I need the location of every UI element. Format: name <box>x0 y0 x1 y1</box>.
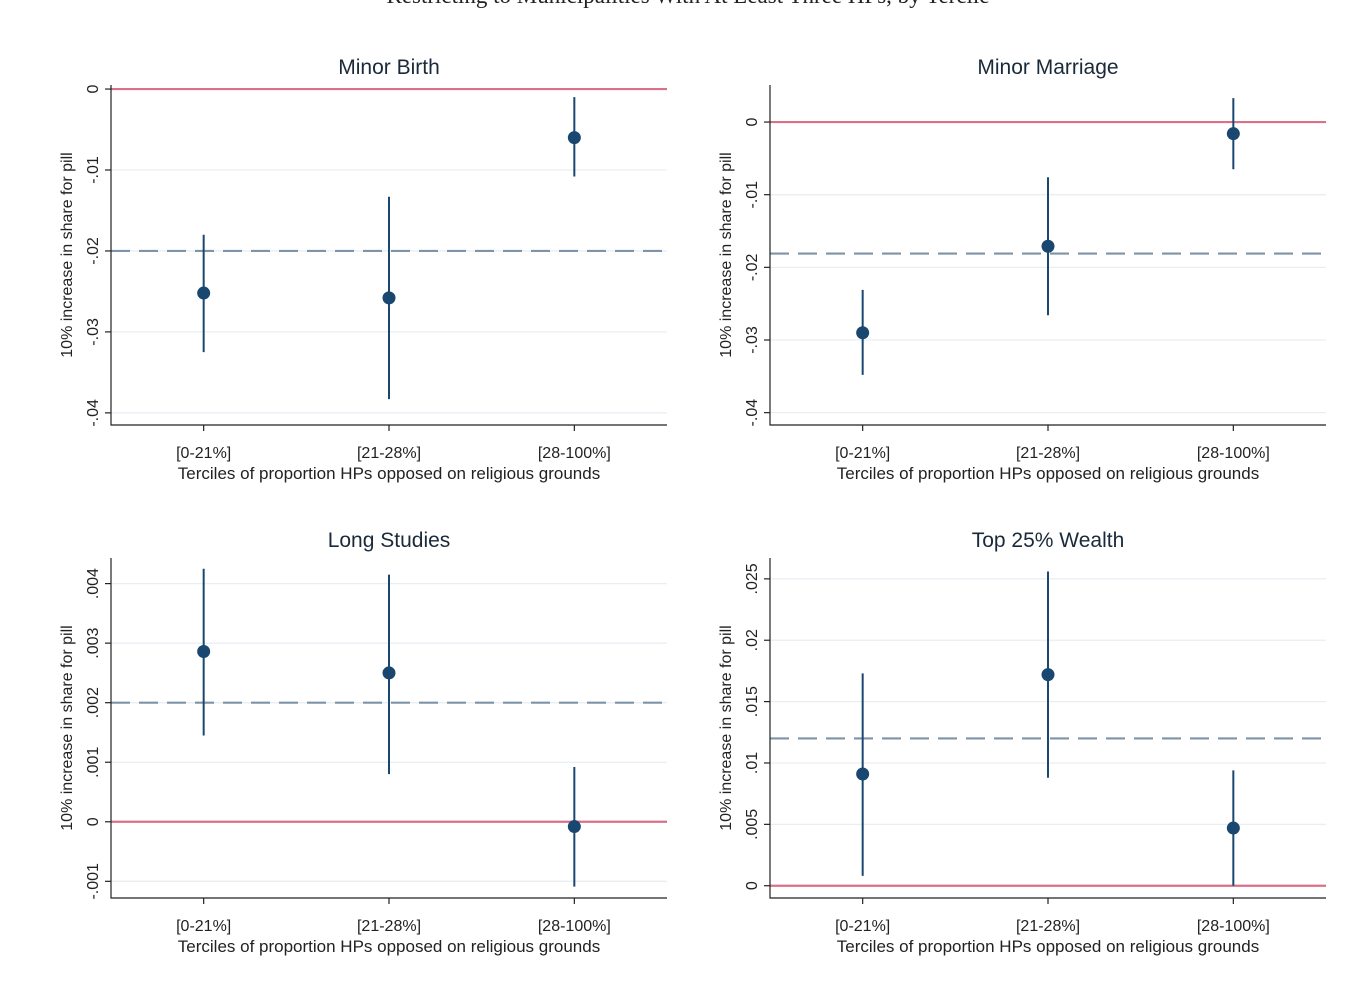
x-tick-label: [28-100%] <box>1197 445 1270 462</box>
point-estimate-marker <box>856 767 870 781</box>
point-estimate-marker <box>1041 668 1055 682</box>
y-axis-title: 10% increase in share for pill <box>718 625 735 830</box>
point-estimate-marker <box>1226 127 1240 141</box>
point-estimate-marker <box>567 131 581 145</box>
chart-title: Minor Birth <box>338 56 440 79</box>
y-tick-label: .001 <box>85 747 102 778</box>
y-tick-label: .004 <box>85 568 102 599</box>
y-axis-title: 10% increase in share for pill <box>718 152 735 357</box>
x-tick-label: [28-100%] <box>1197 918 1270 935</box>
y-tick-label: .02 <box>744 629 761 651</box>
figure-suptitle: Restricting to Municipalities With At Le… <box>386 0 989 8</box>
x-tick-label: [0-21%] <box>835 918 890 935</box>
x-tick-label: [0-21%] <box>835 445 890 462</box>
point-estimate-marker <box>856 326 870 340</box>
chart-panel-3: Long Studies .004 .003 .002 .001 0 -.001 [0-21%… <box>59 529 667 956</box>
point-estimate-marker <box>1226 821 1240 835</box>
x-tick-label: [21-28%] <box>1016 445 1080 462</box>
x-tick-label: [21-28%] <box>357 918 421 935</box>
x-tick-label: [21-28%] <box>1016 918 1080 935</box>
y-tick-label: -.03 <box>744 326 761 354</box>
y-tick-label: .025 <box>744 563 761 594</box>
y-tick-label: .015 <box>744 686 761 717</box>
y-tick-label: -.01 <box>744 181 761 209</box>
y-tick-label: .002 <box>85 687 102 718</box>
point-estimate-marker <box>382 666 396 680</box>
y-tick-label: 0 <box>744 881 761 890</box>
y-axis-title: 10% increase in share for pill <box>59 152 76 357</box>
point-estimate-marker <box>1041 239 1055 253</box>
y-tick-label: 0 <box>85 85 102 94</box>
point-estimate-marker <box>382 291 396 305</box>
x-axis-title: Terciles of proportion HPs opposed on re… <box>837 937 1259 956</box>
y-tick-label: -.001 <box>85 863 102 900</box>
x-axis-title: Terciles of proportion HPs opposed on re… <box>837 464 1259 483</box>
x-tick-label: [28-100%] <box>538 918 611 935</box>
y-tick-label: -.03 <box>85 318 102 346</box>
y-tick-label: -.04 <box>744 399 761 427</box>
chart-panel-1: Minor Birth 0 -.01 -.02 -.03 -.04 [0-21%] [21-2… <box>59 56 667 483</box>
y-tick-label: 0 <box>85 817 102 826</box>
panels: Minor Birth 0 -.01 -.02 -.03 -.04 [0-21%] [21-2… <box>59 56 1326 956</box>
point-estimate-marker <box>197 286 211 300</box>
x-tick-label: [0-21%] <box>176 445 231 462</box>
y-tick-label: -.02 <box>744 253 761 281</box>
x-tick-label: [28-100%] <box>538 445 611 462</box>
chart-panel-2: Minor Marriage 0 -.01 -.02 -.03 -.04 [0-21%] [2… <box>718 56 1326 483</box>
chart-panel-4: Top 25% Wealth .025 .02 .015 .01 .005 0 [0-21%]… <box>718 529 1326 956</box>
chart-title: Long Studies <box>328 529 451 552</box>
y-tick-label: -.04 <box>85 399 102 427</box>
x-axis-title: Terciles of proportion HPs opposed on re… <box>178 937 600 956</box>
y-tick-label: .003 <box>85 627 102 658</box>
x-tick-label: [21-28%] <box>357 445 421 462</box>
y-tick-label: -.01 <box>85 156 102 184</box>
point-estimate-marker <box>197 644 211 658</box>
y-tick-label: -.02 <box>85 237 102 265</box>
y-tick-label: 0 <box>744 118 761 127</box>
y-axis-title: 10% increase in share for pill <box>59 625 76 830</box>
x-tick-label: [0-21%] <box>176 918 231 935</box>
chart-title: Top 25% Wealth <box>972 529 1125 552</box>
x-axis-title: Terciles of proportion HPs opposed on re… <box>178 464 600 483</box>
y-tick-label: .005 <box>744 809 761 840</box>
y-tick-label: .01 <box>744 752 761 774</box>
point-estimate-marker <box>567 820 581 834</box>
chart-title: Minor Marriage <box>977 56 1118 79</box>
